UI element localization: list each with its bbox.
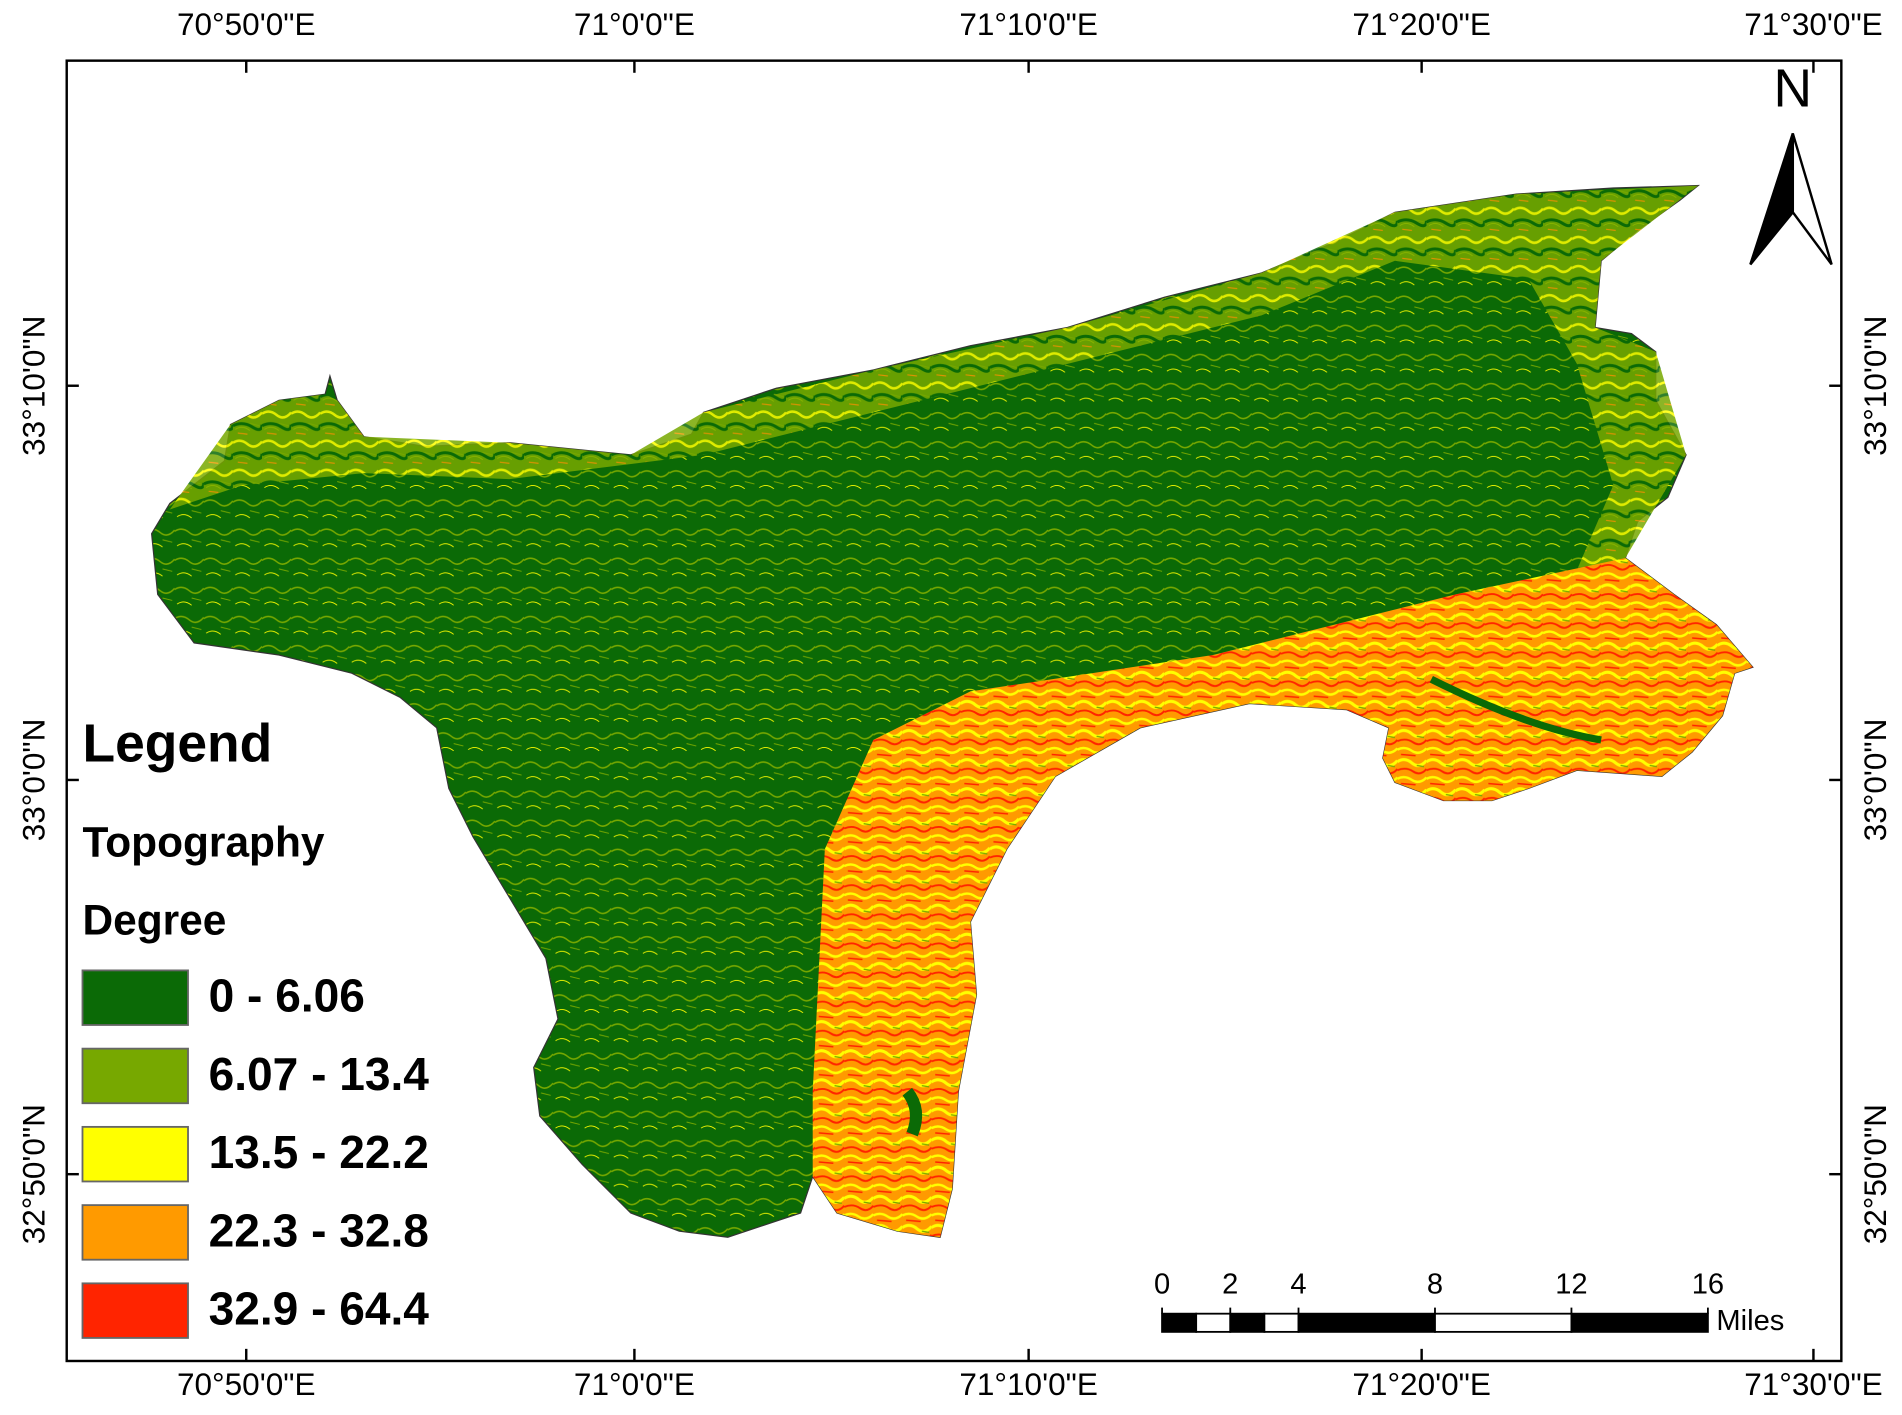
- scale-tick-label: 0: [1154, 1268, 1170, 1300]
- southeast-slopes: [812, 557, 1753, 1238]
- latitude-label: 33°10'0"N: [1857, 316, 1893, 456]
- longitude-label: 71°0'0"E: [574, 6, 695, 42]
- scale-tick-label: 2: [1222, 1268, 1238, 1300]
- legend-swatch: [81, 969, 189, 1026]
- valley: [1429, 676, 1602, 744]
- longitude-label: 71°20'0"E: [1352, 1366, 1490, 1402]
- legend-label: 0 - 6.06: [209, 970, 365, 1022]
- legend-label: 32.9 - 64.4: [209, 1283, 430, 1335]
- scale-tick-label: 4: [1290, 1268, 1306, 1300]
- latitude-label: 33°10'0"N: [16, 316, 52, 456]
- scale-tick-label: 8: [1427, 1268, 1443, 1300]
- legend-title: Legend: [82, 714, 272, 773]
- longitude-label: 71°10'0"E: [959, 1366, 1097, 1402]
- legend-label: 13.5 - 22.2: [209, 1126, 429, 1178]
- latitude-label: 33°0'0"N: [1857, 719, 1893, 842]
- north-arrow-left: [1749, 133, 1795, 266]
- legend-swatch: [81, 1125, 189, 1183]
- latitude-label: 32°50'0"N: [1857, 1104, 1893, 1244]
- longitude-label: 71°20'0"E: [1352, 6, 1490, 42]
- scale-tick-label: 12: [1555, 1268, 1587, 1300]
- legend-field: Degree: [82, 896, 226, 943]
- longitude-label: 71°30'0"E: [1744, 6, 1882, 42]
- north-label: N: [1774, 59, 1813, 118]
- legend-layer: Topography: [82, 819, 324, 866]
- scale-segment: [1161, 1312, 1198, 1333]
- scale-segment: [1434, 1312, 1573, 1333]
- latitude-label: 33°0'0"N: [16, 719, 52, 842]
- legend-label: 22.3 - 32.8: [209, 1204, 429, 1256]
- scale-segment: [1297, 1312, 1436, 1333]
- longitude-label: 71°0'0"E: [574, 1366, 695, 1402]
- longitude-label: 70°50'0"E: [177, 6, 315, 42]
- longitude-label: 70°50'0"E: [177, 1366, 315, 1402]
- north-arrow-right: [1791, 133, 1833, 266]
- north-edge-slopes: [169, 185, 1699, 571]
- valley: [902, 1087, 923, 1137]
- scale-segment: [1195, 1312, 1232, 1333]
- legend-swatch: [81, 1204, 189, 1261]
- scale-segment: [1263, 1312, 1300, 1333]
- legend-label: 6.07 - 13.4: [209, 1048, 430, 1100]
- longitude-label: 71°30'0"E: [1744, 1366, 1882, 1402]
- longitude-label: 71°10'0"E: [959, 6, 1097, 42]
- latitude-label: 32°50'0"N: [16, 1104, 52, 1244]
- scale-segment: [1229, 1312, 1266, 1333]
- map-layout: 70°50'0"E 70°50'0"E 71°0'0"E 71°0'0"E 71°10'…: [16, 6, 1893, 1402]
- legend-swatch: [81, 1047, 189, 1105]
- scale-unit: Miles: [1716, 1305, 1784, 1337]
- legend-swatch: [81, 1282, 189, 1339]
- scale-segment: [1570, 1312, 1709, 1333]
- map-frame: [65, 59, 1843, 1363]
- scale-tick-label: 16: [1692, 1268, 1724, 1300]
